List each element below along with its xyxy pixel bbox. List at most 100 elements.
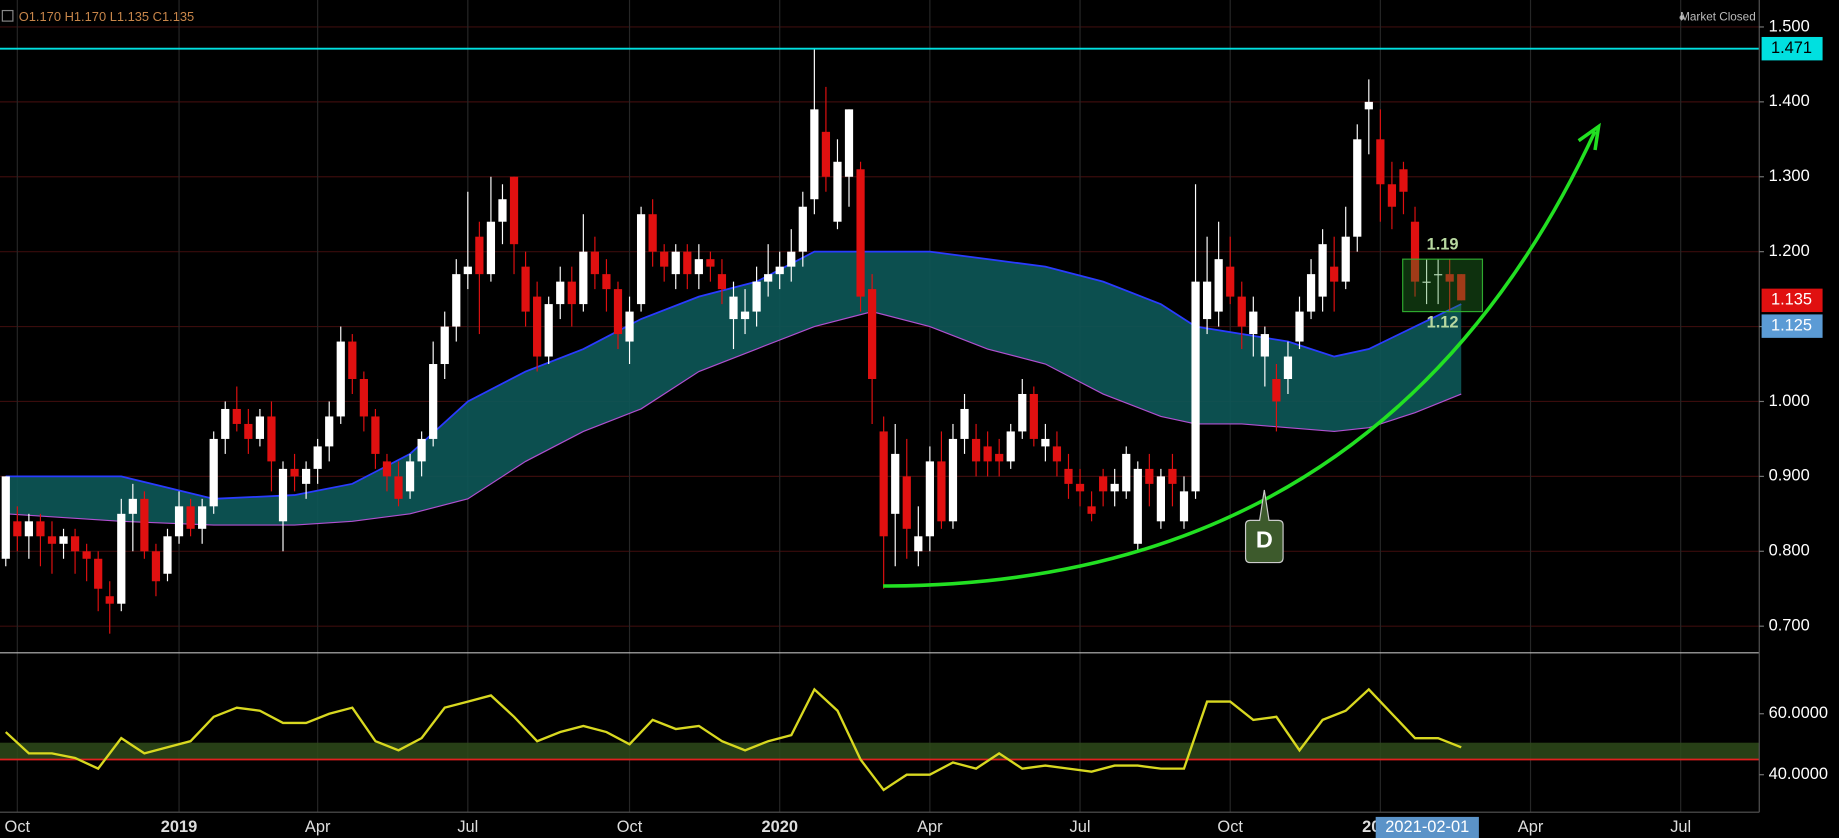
y-tick-label: 40.0000 xyxy=(1769,765,1828,783)
candle-body xyxy=(1133,468,1142,544)
candle-body xyxy=(810,109,819,200)
candle-body xyxy=(1283,356,1293,380)
candle-body xyxy=(174,506,184,537)
x-tick-label: Oct xyxy=(5,818,31,836)
arrow-head xyxy=(1577,122,1601,151)
candle-body xyxy=(1202,281,1212,320)
candle-body xyxy=(1041,438,1050,447)
candle-body xyxy=(1272,379,1281,402)
candle-body xyxy=(1295,311,1304,342)
candle-body xyxy=(1122,453,1131,492)
candle-body xyxy=(775,266,784,275)
candle-body xyxy=(302,468,311,484)
candle-body xyxy=(752,281,761,312)
candle-body xyxy=(636,214,646,305)
range-low-label: 1.12 xyxy=(1427,314,1459,332)
ohlc-header: O1.170 H1.170 L1.135 C1.135 xyxy=(19,9,194,24)
y-tick-label: 0.900 xyxy=(1769,467,1810,485)
candle-body xyxy=(1018,393,1027,432)
candle-body xyxy=(255,416,265,439)
candle-body xyxy=(1260,334,1269,357)
candle-body xyxy=(937,461,946,522)
candle-body xyxy=(13,521,22,537)
candle-body xyxy=(579,251,588,305)
candle-body xyxy=(602,274,611,290)
band-lower xyxy=(5,311,1462,526)
candle-body xyxy=(521,266,530,312)
candle-body xyxy=(821,131,831,177)
candle-body xyxy=(740,311,750,320)
range-box xyxy=(1402,258,1484,313)
candle-body xyxy=(1249,311,1258,335)
candle-body xyxy=(128,498,137,514)
candle-body xyxy=(1330,266,1339,282)
y-tick-label: 1.500 xyxy=(1769,17,1810,35)
y-tick-label: 0.800 xyxy=(1769,542,1810,560)
candle-body xyxy=(948,438,958,522)
candle-body xyxy=(209,438,218,507)
candle-body xyxy=(1445,274,1454,282)
y-tick-label: 1.400 xyxy=(1769,92,1810,110)
candle-body xyxy=(186,506,195,529)
x-tick-label: Oct xyxy=(1217,818,1243,836)
candle-body xyxy=(1168,468,1177,484)
candle-body xyxy=(105,596,114,604)
candle-body xyxy=(198,506,207,529)
candle-body xyxy=(1353,139,1362,237)
trend-arrow xyxy=(883,130,1597,588)
candle-body xyxy=(232,408,241,424)
candle-body xyxy=(1364,101,1373,110)
price-tag xyxy=(1761,314,1823,338)
candle-body xyxy=(544,304,553,357)
candle-body xyxy=(764,274,773,282)
candle-body xyxy=(590,251,599,275)
x-tick-label: Apr xyxy=(305,818,331,836)
candle-body xyxy=(117,513,126,604)
candle-body xyxy=(151,551,161,582)
y-tick-label: 1.300 xyxy=(1769,167,1810,185)
candle-body xyxy=(891,453,900,514)
candle-body xyxy=(47,536,57,544)
x-tick-label: Jul xyxy=(1670,818,1691,836)
oscillator-line xyxy=(4,687,1462,792)
band xyxy=(5,250,1462,526)
candle-body xyxy=(1422,281,1431,283)
candle-body xyxy=(1237,296,1246,327)
price-tag-label: 1.471 xyxy=(1771,39,1812,57)
candle-body xyxy=(1064,468,1073,484)
candle-body xyxy=(486,221,496,275)
candle-body xyxy=(70,536,80,552)
candles xyxy=(1,49,1466,634)
candle-body xyxy=(1434,274,1443,276)
candle-body xyxy=(498,199,507,222)
candle-body xyxy=(509,176,519,245)
candle-body xyxy=(336,341,345,417)
y-tick-label: 1.000 xyxy=(1769,392,1810,410)
candle-body xyxy=(1075,483,1085,492)
candle-body xyxy=(1306,274,1316,312)
candle-body xyxy=(1410,221,1420,282)
candle-body xyxy=(1387,184,1397,207)
candle-body xyxy=(1029,393,1038,439)
candle-body xyxy=(660,251,669,267)
candle-body xyxy=(1179,491,1189,522)
candle-body xyxy=(648,214,657,252)
candle-body xyxy=(960,408,969,439)
candle-body xyxy=(683,251,692,275)
candle-body xyxy=(440,326,449,365)
candle-body xyxy=(798,206,807,252)
candle-body xyxy=(995,453,1004,462)
candle-body xyxy=(267,416,276,462)
candle-body xyxy=(417,438,426,462)
market-status: Market Closed xyxy=(1680,11,1756,24)
candle-body xyxy=(278,468,288,522)
price-tag xyxy=(1761,288,1823,313)
candle-body xyxy=(925,461,934,537)
candle-body xyxy=(625,311,634,342)
candle-body xyxy=(1087,506,1096,514)
candle-body xyxy=(1,476,10,559)
annotation-text: D xyxy=(1256,527,1273,553)
candle-body xyxy=(717,274,727,290)
